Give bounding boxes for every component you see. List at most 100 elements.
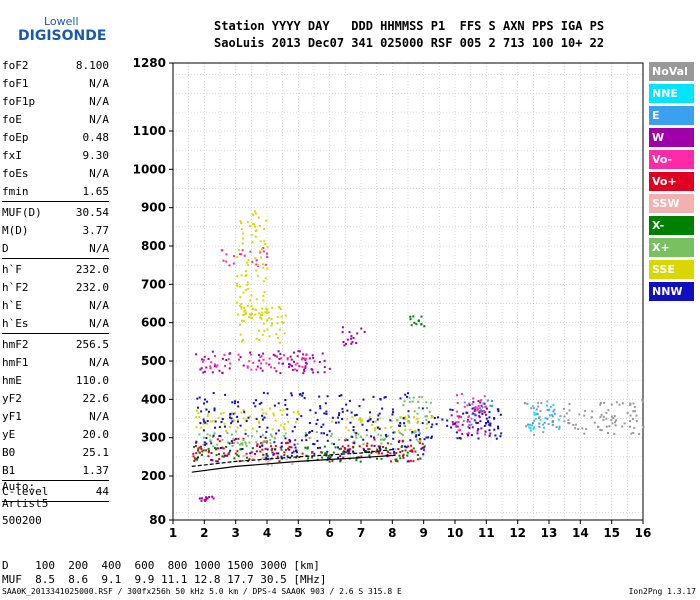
- x-tick-label: 14: [572, 526, 589, 540]
- echo-point: [283, 428, 286, 431]
- echo-point: [273, 452, 275, 455]
- echo-point: [451, 421, 454, 424]
- echo-point: [277, 429, 280, 432]
- echo-point: [207, 451, 210, 454]
- echo-point: [269, 407, 271, 410]
- echo-point: [467, 431, 470, 434]
- echo-point: [260, 355, 263, 358]
- echo-point: [373, 438, 376, 441]
- echo-point: [350, 411, 353, 414]
- echo-point: [380, 457, 383, 460]
- echo-point: [262, 416, 265, 419]
- echo-point: [241, 442, 244, 445]
- echo-point: [339, 460, 342, 463]
- echo-point: [540, 402, 543, 404]
- echo-point: [489, 422, 492, 425]
- echo-point: [235, 301, 238, 304]
- echo-point: [298, 365, 301, 368]
- auto-version: 500200: [2, 514, 42, 527]
- echo-point: [303, 357, 306, 360]
- echo-point: [192, 452, 195, 455]
- echo-point: [245, 270, 247, 273]
- echo-point: [390, 460, 393, 463]
- echo-point: [304, 358, 307, 361]
- divider: [2, 501, 109, 502]
- echo-point: [213, 409, 216, 412]
- echo-point: [220, 249, 223, 252]
- echo-point: [289, 355, 292, 358]
- echo-point: [422, 446, 425, 449]
- echo-point: [450, 426, 453, 429]
- echo-point: [301, 365, 304, 368]
- echo-point: [249, 299, 252, 302]
- echo-point: [431, 423, 434, 426]
- echo-point: [355, 436, 358, 439]
- distance-row: D 100 200 400 600 800 1000 1500 3000 [km…: [2, 559, 320, 572]
- echo-point: [538, 425, 541, 428]
- echo-point: [477, 437, 480, 440]
- echo-point: [316, 439, 319, 442]
- echo-point: [635, 420, 638, 423]
- echo-point: [260, 317, 263, 320]
- echo-point: [333, 443, 335, 446]
- echo-point: [290, 358, 293, 361]
- echo-point: [279, 424, 282, 427]
- echo-point: [398, 439, 401, 442]
- echo-point: [270, 435, 273, 438]
- echo-point: [221, 455, 224, 458]
- echo-point: [285, 458, 288, 461]
- param-row: MUF(D) 30.54: [2, 203, 109, 221]
- echo-point: [593, 421, 596, 424]
- echo-point: [533, 413, 536, 416]
- y-tick-label: 600: [141, 316, 166, 330]
- echo-point: [255, 441, 258, 444]
- echo-point: [209, 367, 212, 370]
- echo-point: [209, 420, 212, 423]
- echo-point: [296, 369, 299, 372]
- echo-point: [367, 419, 370, 422]
- echo-point: [481, 406, 484, 409]
- echo-point: [267, 458, 270, 461]
- echo-point: [288, 448, 291, 451]
- echo-point: [326, 433, 329, 436]
- echo-point: [247, 434, 250, 437]
- echo-point: [198, 433, 201, 436]
- echo-point: [236, 284, 239, 287]
- echo-point: [460, 393, 463, 395]
- echo-point: [412, 396, 415, 399]
- echo-point: [423, 325, 426, 328]
- echo-point: [278, 460, 281, 463]
- echo-point: [406, 395, 408, 398]
- echo-point: [415, 438, 418, 441]
- legend: NoVal NNE E W Vo- Vo+ SSW X- X+ SSE NNW: [649, 62, 694, 304]
- echo-point: [483, 411, 486, 414]
- echo-point: [324, 402, 327, 405]
- echo-point: [242, 439, 245, 442]
- echo-point: [250, 234, 253, 236]
- echo-point: [418, 438, 421, 440]
- echo-point: [326, 439, 329, 442]
- echo-point: [629, 414, 632, 417]
- param-name: h`F: [2, 262, 22, 276]
- echo-point: [209, 439, 212, 442]
- echo-point: [213, 363, 216, 366]
- param-row: M(D) 3.77: [2, 221, 109, 239]
- echo-point: [429, 401, 432, 404]
- param-name: B0: [2, 445, 16, 459]
- echo-point: [294, 368, 297, 371]
- echo-point: [304, 357, 307, 360]
- echo-point: [290, 394, 293, 397]
- echo-point: [245, 274, 248, 276]
- echo-point: [256, 298, 259, 301]
- echo-point: [245, 261, 248, 264]
- echo-point: [376, 448, 379, 451]
- echo-point: [311, 368, 314, 371]
- echo-point: [553, 408, 556, 411]
- echo-point: [308, 422, 311, 424]
- echo-point: [368, 454, 371, 457]
- echo-point: [271, 306, 274, 309]
- echo-point: [309, 409, 312, 412]
- echo-point: [240, 228, 243, 231]
- echo-point: [409, 318, 412, 321]
- echo-point: [322, 423, 325, 426]
